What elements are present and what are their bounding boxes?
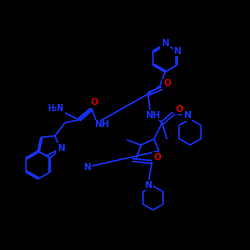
Text: N: N [183,112,191,120]
Text: N: N [83,162,91,172]
Text: NH: NH [94,120,110,129]
Text: N: N [57,144,64,153]
Text: N: N [144,180,152,190]
Text: NH: NH [146,110,160,120]
Text: N: N [173,46,181,56]
Text: H₂N: H₂N [48,104,64,113]
Text: O: O [153,152,161,162]
Text: O: O [91,98,99,107]
Text: O: O [175,104,183,114]
Text: O: O [163,80,171,88]
Text: N: N [161,40,169,48]
